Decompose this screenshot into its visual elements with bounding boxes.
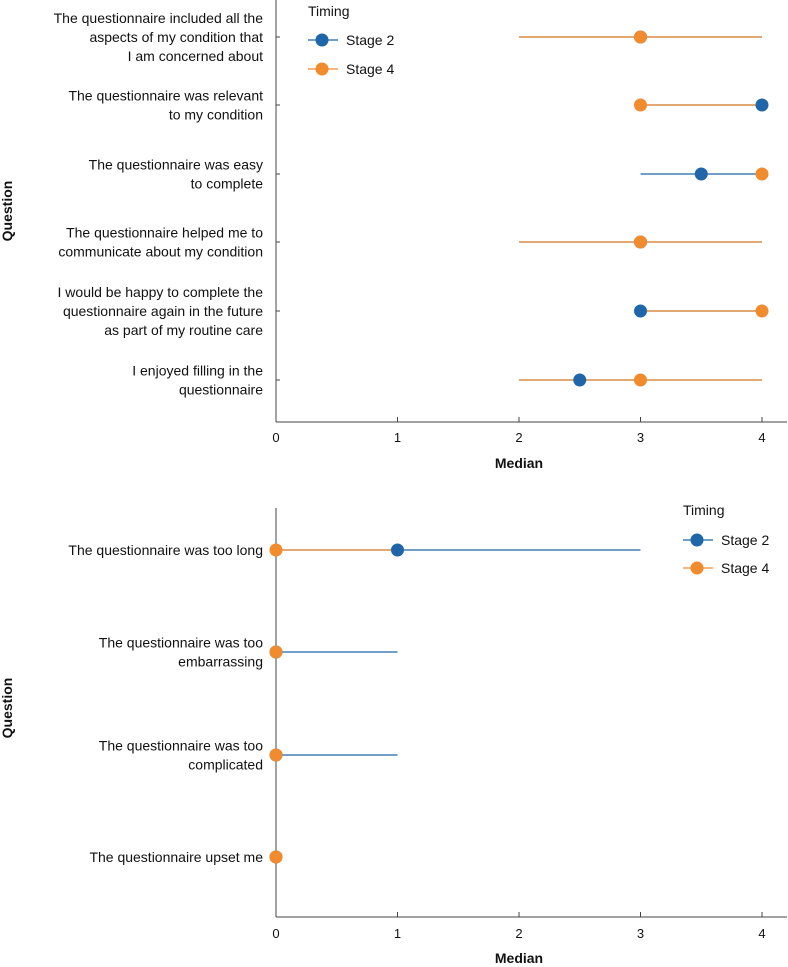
stage2-median-point xyxy=(634,304,647,318)
x-tick-label: 0 xyxy=(272,430,279,445)
y-axis-title: Question xyxy=(0,181,15,242)
question-label: communicate about my condition xyxy=(58,244,263,260)
legend-key-point xyxy=(315,33,329,47)
question-label: complicated xyxy=(188,757,263,773)
stage2-median-point xyxy=(694,167,708,181)
x-tick-label: 1 xyxy=(394,430,401,445)
stage2-median-point xyxy=(391,543,404,557)
question-label: I would be happy to complete the xyxy=(58,284,264,300)
x-tick-label: 4 xyxy=(758,926,765,941)
question-label: I am concerned about xyxy=(128,48,264,64)
legend-item-label: Stage 2 xyxy=(346,32,394,48)
question-label: The questionnaire was relevant xyxy=(68,88,263,104)
x-axis-title: Median xyxy=(495,455,543,471)
stage4-median-point xyxy=(634,373,647,387)
stage4-median-point xyxy=(634,30,647,44)
stage4-median-point xyxy=(269,645,283,659)
y-axis-title: Question xyxy=(0,678,15,739)
question-label: questionnaire again in the future xyxy=(63,303,263,319)
question-label: aspects of my condition that xyxy=(89,29,263,45)
x-tick-label: 4 xyxy=(758,430,765,445)
question-label: embarrassing xyxy=(178,654,263,670)
question-label: The questionnaire helped me to xyxy=(66,225,263,241)
x-axis-title: Median xyxy=(495,950,543,966)
legend-key-point xyxy=(690,561,704,575)
question-label: questionnaire xyxy=(179,382,263,398)
chart-panel-1: 0 1 2 3 4 Median Question The questionnaire inc… xyxy=(0,0,787,471)
legend-title: Timing xyxy=(683,502,725,518)
x-tick-label: 0 xyxy=(272,926,279,941)
x-tick-label: 2 xyxy=(515,430,522,445)
question-label: as part of my routine care xyxy=(104,322,263,338)
question-label: I enjoyed filling in the xyxy=(132,363,263,379)
legend-item-label: Stage 2 xyxy=(721,532,769,548)
stage4-median-point xyxy=(269,543,283,557)
question-label: The questionnaire included all the xyxy=(54,10,264,26)
x-tick-label: 3 xyxy=(637,430,644,445)
stage4-median-point xyxy=(269,850,283,864)
legend-key-point xyxy=(315,62,329,76)
question-label: to complete xyxy=(191,176,264,192)
x-tick-label: 2 xyxy=(515,926,522,941)
legend-key-point xyxy=(690,533,704,547)
stage2-median-point xyxy=(755,98,769,112)
legend-item-label: Stage 4 xyxy=(346,61,394,77)
question-label: The questionnaire was easy xyxy=(89,157,263,173)
question-label: The questionnaire was too long xyxy=(68,542,263,558)
legend-item-label: Stage 4 xyxy=(721,560,769,576)
x-tick-label: 3 xyxy=(637,926,644,941)
stage4-median-point xyxy=(634,98,647,112)
question-label: The questionnaire was too xyxy=(99,635,263,651)
stage2-median-point xyxy=(573,373,587,387)
stage4-median-point xyxy=(269,748,283,762)
legend-title: Timing xyxy=(308,3,350,19)
question-label: The questionnaire upset me xyxy=(89,849,263,865)
stage4-median-point xyxy=(634,235,647,249)
x-tick-label: 1 xyxy=(394,926,401,941)
question-label: The questionnaire was too xyxy=(99,738,263,754)
stage4-median-point xyxy=(755,167,769,181)
chart-panel-2: 0 1 2 3 4 Median Question The questionnaire was… xyxy=(0,502,787,966)
question-label: to my condition xyxy=(169,107,263,123)
stage4-median-point xyxy=(755,304,769,318)
